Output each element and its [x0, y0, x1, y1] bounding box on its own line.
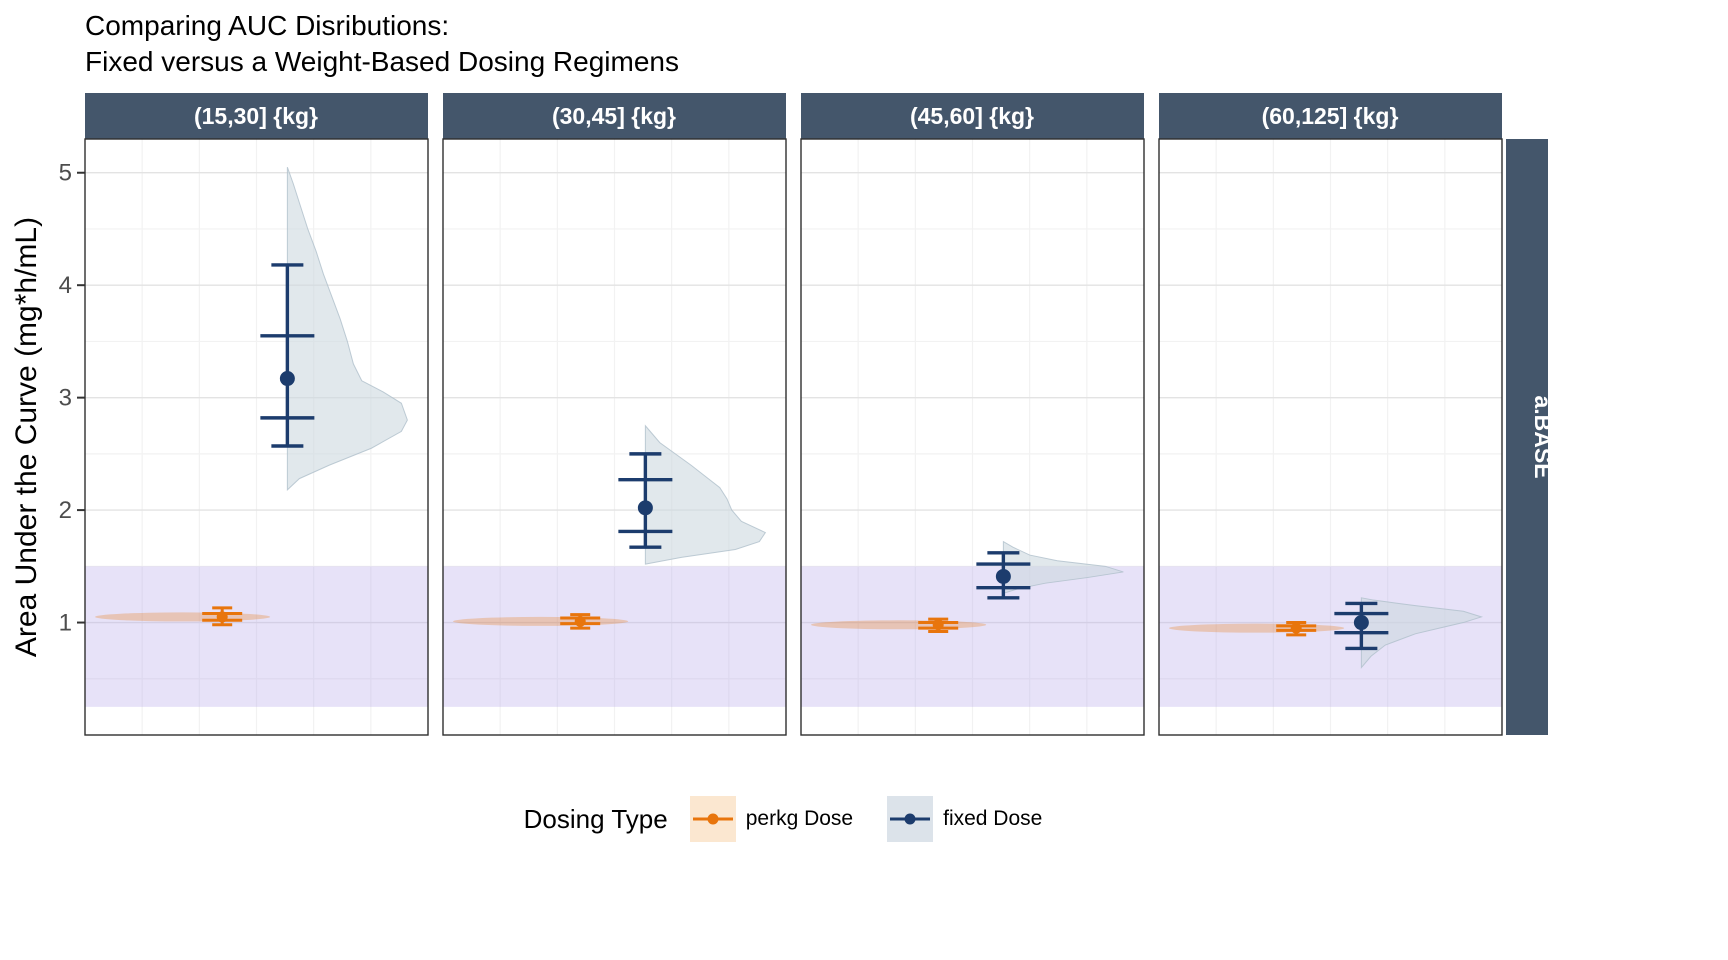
y-tick-label: 3	[59, 385, 72, 412]
panel-border	[84, 138, 429, 736]
facet-strip-label-4: (60,125] {kg}	[1262, 103, 1399, 129]
perkg-dose-pointrange	[202, 606, 243, 627]
panel-border	[1158, 138, 1503, 736]
right-facet-strip	[1506, 139, 1548, 735]
highlight-band	[85, 566, 428, 707]
perkg-dose-key-icon	[689, 796, 736, 842]
facet-panel-4	[1158, 93, 1503, 736]
facet-strip	[443, 93, 786, 139]
perkg-dose-density	[811, 620, 987, 630]
perkg-dose-pointrange	[918, 617, 959, 634]
legend-item-perkg: perkg Dose	[689, 796, 854, 842]
chart-title-line2: Fixed versus a Weight-Based Dosing Regim…	[85, 46, 679, 77]
chart-title: Comparing AUC Disributions: Fixed versus…	[85, 8, 679, 80]
fixed-dose-violin	[1360, 597, 1484, 669]
legend: Dosing Type perkg Dose fixed Dose	[0, 796, 1658, 842]
highlight-band	[801, 566, 1144, 707]
facet-panel-3	[800, 93, 1145, 736]
y-axis: 1 2 3 4 5	[59, 160, 85, 637]
perkg-dose-pointrange	[1276, 621, 1317, 637]
facet-strip-label-2: (30,45] {kg}	[552, 103, 676, 129]
legend-label-perkg: perkg Dose	[745, 807, 854, 830]
fixed-dose-pointrange	[618, 452, 673, 549]
fixed-dose-violin	[1002, 540, 1124, 594]
facet-strip-label-3: (45,60] {kg}	[910, 103, 1034, 129]
legend-label-fixed: fixed Dose	[943, 807, 1043, 830]
legend-item-fixed: fixed Dose	[887, 796, 1042, 842]
chart-title-line1: Comparing AUC Disributions:	[85, 10, 450, 41]
facet-panel-2	[442, 93, 787, 736]
facet-strip	[85, 93, 428, 139]
perkg-dose-density	[95, 612, 271, 622]
panel-border	[442, 138, 787, 736]
highlight-band	[443, 566, 786, 707]
facet-strip	[801, 93, 1144, 139]
y-tick-label: 5	[59, 160, 72, 187]
y-axis-title: Area Under the Curve (mg*h/mL)	[10, 217, 43, 657]
facet-strip	[1159, 93, 1502, 139]
fixed-dose-violin	[644, 424, 767, 565]
facet-panel-1	[84, 93, 429, 736]
perkg-dose-pointrange	[560, 613, 601, 630]
fixed-dose-pointrange	[260, 263, 315, 448]
right-strip-label: a.BASE	[1530, 395, 1556, 478]
fixed-dose-pointrange	[1334, 601, 1389, 651]
highlight-band	[1159, 566, 1502, 707]
fixed-dose-violin	[286, 166, 408, 492]
legend-title: Dosing Type	[523, 803, 668, 834]
y-tick-label: 2	[59, 497, 72, 524]
y-tick-label: 1	[59, 610, 72, 637]
y-tick-label: 4	[59, 272, 72, 299]
fixed-dose-key-icon	[887, 796, 934, 842]
panel-border	[800, 138, 1145, 736]
perkg-dose-density	[452, 616, 629, 626]
chart-layer: 1 2 3 4 5	[59, 93, 1548, 736]
fixed-dose-pointrange	[976, 551, 1031, 600]
facet-strip-label-1: (15,30] {kg}	[194, 103, 318, 129]
perkg-key-dot	[707, 813, 719, 825]
perkg-dose-density	[1169, 623, 1345, 633]
fixed-key-dot	[904, 813, 916, 825]
